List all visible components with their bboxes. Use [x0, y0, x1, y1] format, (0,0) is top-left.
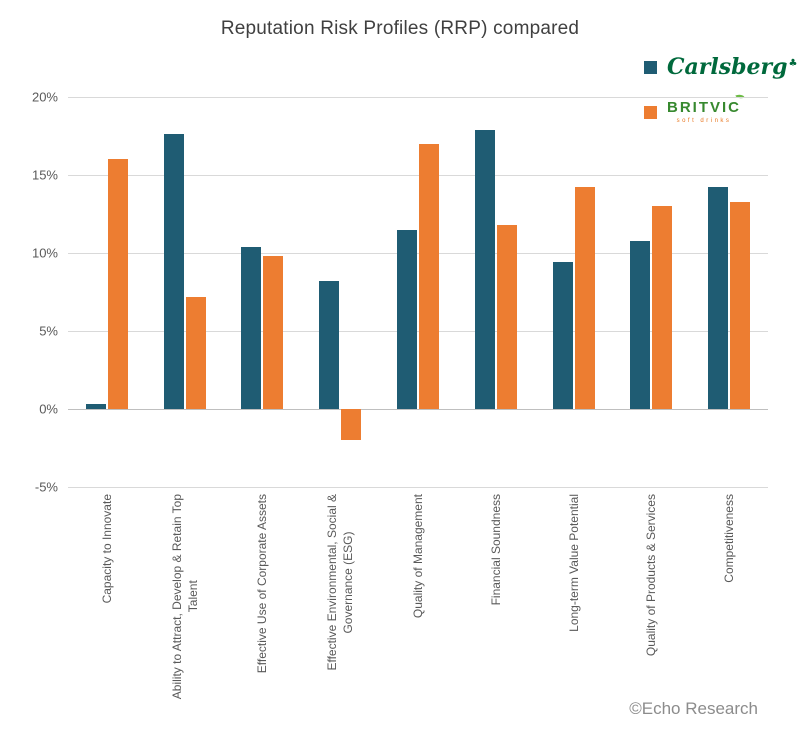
x-label-1: Ability to Attract, Develop & Retain Top… [169, 494, 200, 700]
y-tick-0%: 0% [39, 401, 58, 417]
bar-britvic-2 [263, 256, 284, 409]
bar-britvic-6 [574, 187, 595, 409]
gridline--5% [68, 487, 768, 488]
bar-carlsberg-3 [319, 281, 340, 409]
y-tick-20%: 20% [31, 89, 58, 105]
x-label-0: Capacity to Innovate [99, 494, 114, 604]
gridline-10% [68, 253, 768, 254]
y-tick--5%: -5% [34, 479, 58, 495]
bar-britvic-0 [107, 159, 128, 409]
bar-britvic-1 [185, 296, 206, 409]
gridline-0% [68, 409, 768, 410]
x-label-3: Effective Environmental, Social & Govern… [325, 494, 356, 671]
bar-britvic-3 [341, 409, 362, 441]
hop-leaf-icon: ♣ [788, 57, 798, 69]
carlsberg-logo: Carlsberg♣ [667, 56, 797, 78]
bar-britvic-5 [496, 224, 517, 409]
y-tick-15%: 15% [31, 167, 58, 183]
britvic-logo-text: BRITVIC [667, 99, 741, 116]
bar-britvic-8 [730, 201, 751, 409]
bar-carlsberg-8 [708, 187, 729, 409]
y-tick-10%: 10% [31, 245, 58, 261]
y-axis-labels: 20% 15% 10% 5% 0% -5% [0, 90, 58, 495]
bar-carlsberg-6 [552, 262, 573, 409]
x-label-4: Quality of Management [410, 494, 425, 619]
bar-carlsberg-4 [397, 229, 417, 409]
bar-carlsberg-2 [241, 246, 262, 409]
britvic-logo: BRITVIC soft drinks [667, 92, 745, 124]
plot-area [68, 97, 768, 488]
x-label-5: Financial Soundness [488, 494, 503, 606]
carlsberg-logo-text: Carlsberg [667, 54, 788, 80]
credit-text: ©Echo Research [629, 699, 758, 718]
legend: Carlsberg♣ BRITVIC soft drinks [644, 56, 797, 124]
britvic-logo-subtext: soft drinks [676, 118, 732, 124]
britvic-series-swatch [644, 105, 657, 119]
bar-carlsberg-1 [163, 134, 184, 409]
gridline-15% [68, 175, 768, 176]
bar-britvic-7 [652, 206, 673, 409]
bar-carlsberg-7 [630, 240, 651, 409]
x-label-8: Competitiveness [722, 494, 737, 583]
bar-carlsberg-0 [85, 404, 106, 409]
x-label-2: Effective Use of Corporate Assets [255, 494, 270, 674]
x-label-6: Long-term Value Potential [566, 494, 581, 632]
bar-carlsberg-5 [474, 129, 495, 409]
gridline-20% [68, 97, 768, 98]
gridline-5% [68, 331, 768, 332]
chart-title: Reputation Risk Profiles (RRP) compared [220, 18, 580, 39]
y-tick-5%: 5% [39, 323, 58, 339]
bar-britvic-4 [419, 143, 439, 409]
x-label-7: Quality of Products & Services [644, 494, 659, 657]
legend-item-britvic: BRITVIC soft drinks [644, 92, 797, 124]
legend-item-carlsberg: Carlsberg♣ [644, 56, 797, 78]
carlsberg-series-swatch [644, 60, 657, 74]
x-axis-labels: Capacity to Innovate Ability to Attract, … [68, 494, 768, 734]
britvic-logo-word-wrap: BRITVIC [667, 92, 745, 116]
